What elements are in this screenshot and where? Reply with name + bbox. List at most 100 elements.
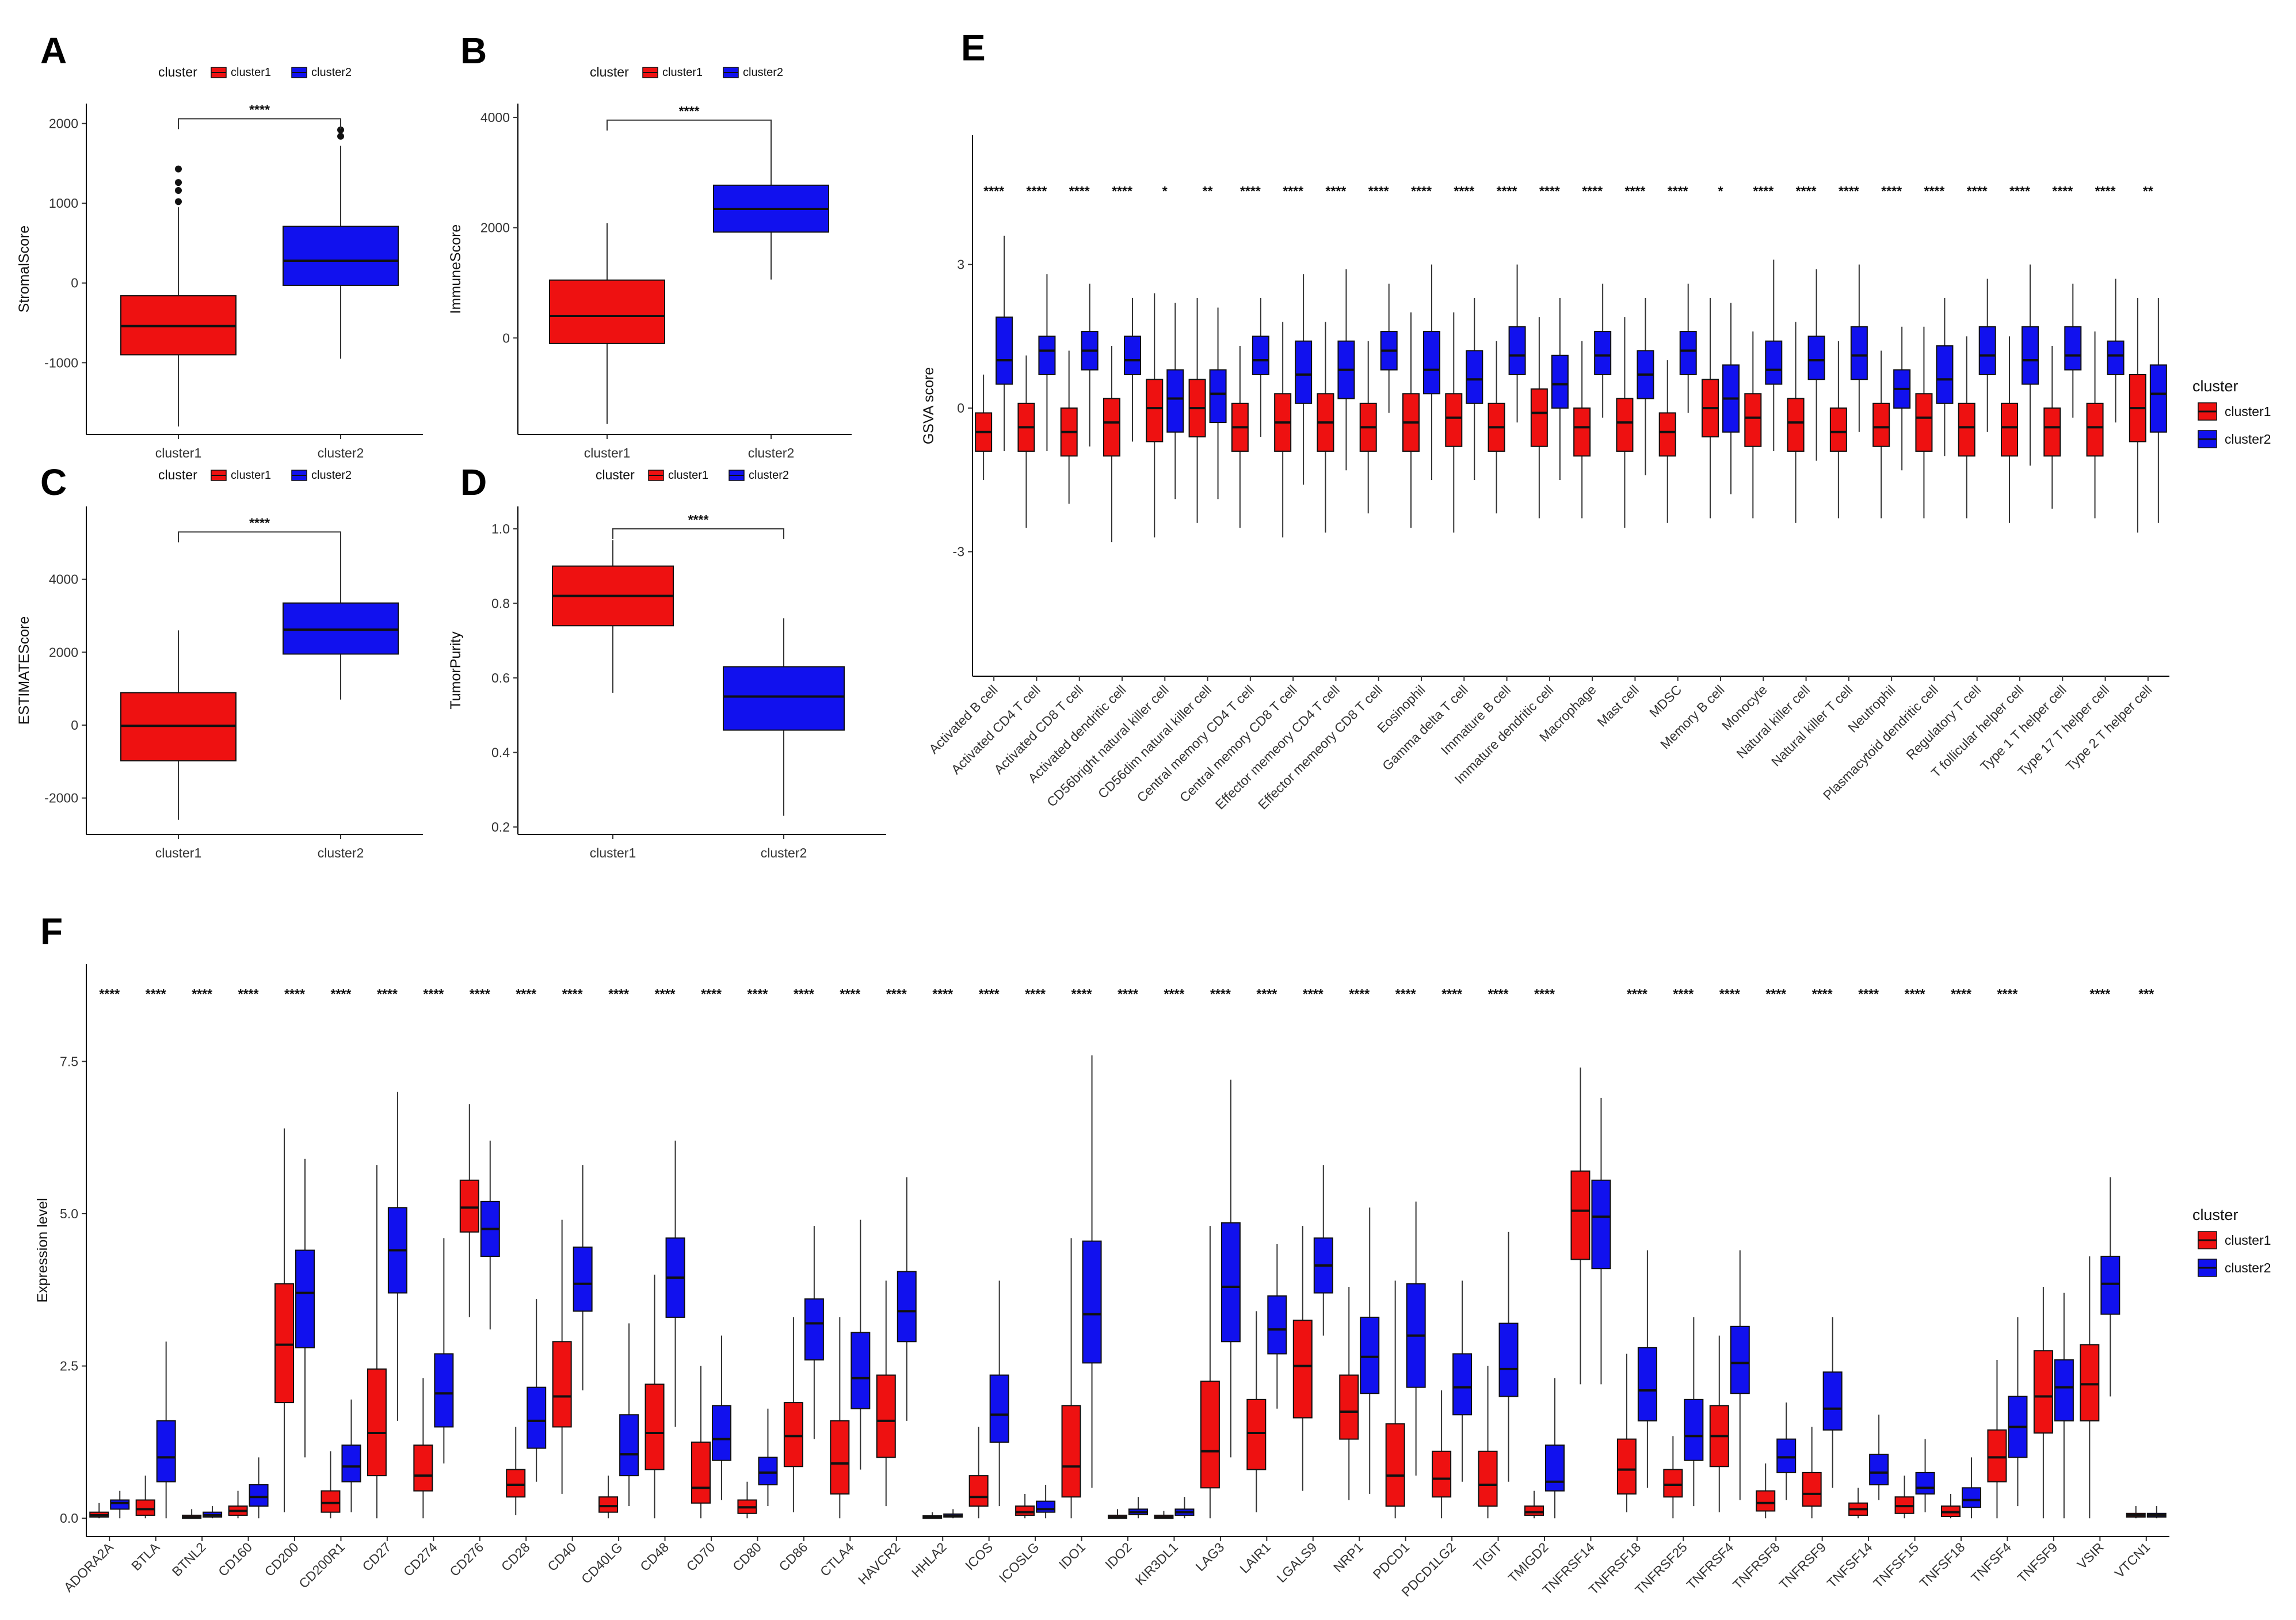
- panel-f-significance-label: ****: [886, 986, 907, 1001]
- panel-f-significance-label: ****: [1858, 986, 1879, 1001]
- x-tick-label: ICOSLG: [996, 1539, 1042, 1585]
- panel-a-y-axis-title: StromalScore: [16, 226, 32, 312]
- panel-a-outlier-point: [337, 126, 344, 134]
- panel-f-legend-title: cluster: [2192, 1206, 2238, 1223]
- panel-f-significance-label: ****: [747, 986, 768, 1001]
- panel-e-significance-label: ****: [2009, 184, 2030, 199]
- x-tick-label: Regulatory T cell: [1903, 682, 1984, 763]
- panel-e-significance-label: **: [1203, 184, 1213, 199]
- panel-b-cluster1-box: [549, 279, 665, 344]
- panel-e-cluster2-box: [1252, 336, 1269, 375]
- panel-d-letter: D: [460, 462, 487, 503]
- panel-f-cluster2-box: [2100, 1256, 2120, 1315]
- y-tick-label: 0.4: [491, 745, 510, 760]
- panel-f-cluster2-box: [1962, 1487, 1981, 1508]
- panel-e-significance-label: ****: [1283, 184, 1303, 199]
- panel-e-significance-label: ****: [1497, 184, 1517, 199]
- x-tick-label: CTLA4: [817, 1539, 857, 1579]
- panel-d-cluster2-box: [723, 666, 845, 731]
- panel-f-significance-label: ****: [1303, 986, 1324, 1001]
- panel-e-cluster2-box: [2064, 326, 2082, 371]
- panel-f-cluster2-box: [156, 1420, 176, 1482]
- panel-f-significance-label: ****: [1673, 986, 1694, 1001]
- panel-e-significance-label: ****: [1753, 184, 1774, 199]
- panel-f-significance-label: ****: [1951, 986, 1971, 1001]
- y-tick-label: 3: [957, 257, 964, 272]
- panel-f-cluster2-box: [758, 1457, 778, 1486]
- panel-d-legend-title: cluster: [596, 467, 635, 482]
- panel-f-cluster1-box: [1478, 1450, 1498, 1507]
- y-tick-label: 1000: [49, 196, 78, 211]
- panel-a-outlier-point: [175, 187, 182, 195]
- panel-a-legend-label-cluster2: cluster2: [311, 66, 352, 79]
- panel-a-significance-bracket: [178, 118, 341, 129]
- panel-f-significance-label: ****: [377, 986, 398, 1001]
- panel-f-cluster2-box: [1684, 1398, 1704, 1461]
- panel-e-cluster1-box: [2001, 402, 2018, 457]
- panel-f-cluster1-box: [1524, 1505, 1544, 1516]
- y-tick-label: 0: [71, 718, 78, 733]
- panel-f-legend-label-cluster2: cluster2: [2225, 1260, 2271, 1275]
- panel-a-outlier-point: [175, 165, 182, 173]
- x-tick-label: CD274: [401, 1539, 440, 1579]
- y-tick-label: 5.0: [60, 1206, 78, 1221]
- panel-e-y-axis-title: GSVA score: [921, 367, 937, 444]
- panel-f-significance-label: ****: [1905, 986, 1925, 1001]
- panel-f-significance-label: ***: [2138, 986, 2154, 1001]
- panel-e-significance-label: ****: [1027, 184, 1047, 199]
- panel-b-legend-label-cluster1: cluster1: [662, 66, 703, 79]
- panel-a-significance-label: ****: [249, 102, 270, 117]
- panel-f-cluster2-box: [2054, 1359, 2074, 1421]
- panel-c-letter: C: [40, 462, 67, 503]
- panel-f-cluster2-box: [1082, 1240, 1102, 1364]
- y-tick-label: 4000: [480, 110, 510, 125]
- panel-f-significance-label: ****: [1395, 986, 1416, 1001]
- panel-f-significance-label: ****: [192, 986, 212, 1001]
- y-tick-label: 0: [71, 276, 78, 291]
- x-tick-label: CD160: [215, 1539, 255, 1579]
- panel-f-significance-label: ****: [1441, 986, 1462, 1001]
- x-tick-label: TNFSF9: [2015, 1539, 2061, 1585]
- x-tick-label: TIGIT: [1470, 1539, 1505, 1574]
- panel-f-cluster1-box: [598, 1496, 619, 1513]
- panel-f-significance-label: ****: [794, 986, 814, 1001]
- y-tick-label: 4000: [49, 572, 78, 587]
- panel-f-cluster1-box: [135, 1499, 155, 1516]
- panel-e-cluster1-box: [1146, 379, 1164, 443]
- panel-f-cluster2-box: [1915, 1472, 1935, 1495]
- panel-e-cluster1-box: [1915, 393, 1933, 452]
- panel-f-cluster1-box: [968, 1475, 989, 1507]
- x-tick-label: cluster2: [318, 845, 364, 860]
- panel-f-cluster2-box: [1452, 1353, 1473, 1416]
- x-tick-label: CD40: [544, 1539, 579, 1574]
- panel-f-cluster1-box: [1015, 1505, 1035, 1516]
- panel-a-legend-label-cluster1: cluster1: [231, 66, 271, 79]
- x-tick-label: CD200R1: [296, 1539, 348, 1591]
- panel-f-cluster2-box: [110, 1499, 130, 1510]
- panel-f-cluster2-box: [1869, 1454, 1889, 1486]
- panel-f-cluster2-box: [1776, 1438, 1797, 1473]
- x-tick-label: VTCN1: [2112, 1539, 2153, 1581]
- panel-e-cluster2-box: [1765, 340, 1783, 385]
- panel-f-significance-label: ****: [1488, 986, 1509, 1001]
- panel-f-cluster2-box: [1498, 1322, 1519, 1397]
- x-tick-label: TMIGD2: [1505, 1539, 1551, 1585]
- panel-e-significance-label: ****: [1240, 184, 1261, 199]
- panel-c-significance-label: ****: [249, 515, 270, 530]
- panel-e-cluster2-box: [1679, 331, 1697, 375]
- panel-e-significance-label: ****: [1411, 184, 1432, 199]
- panel-f-cluster2-box: [1637, 1347, 1657, 1421]
- panel-f-cluster1-box: [1616, 1438, 1637, 1495]
- panel-e-significance-label: *: [1718, 184, 1723, 199]
- x-tick-label: CD28: [498, 1539, 533, 1574]
- panel-f-cluster2-box: [527, 1386, 547, 1449]
- panel-e-significance-label: ****: [1454, 184, 1474, 199]
- panel-f-significance-label: ****: [516, 986, 536, 1001]
- panel-f-significance-label: ****: [146, 986, 166, 1001]
- panel-f-significance-label: ****: [701, 986, 722, 1001]
- panel-e-cluster1-box: [1787, 398, 1805, 452]
- panel-f-significance-label: ****: [979, 986, 1000, 1001]
- x-tick-label: CD40LG: [578, 1539, 626, 1587]
